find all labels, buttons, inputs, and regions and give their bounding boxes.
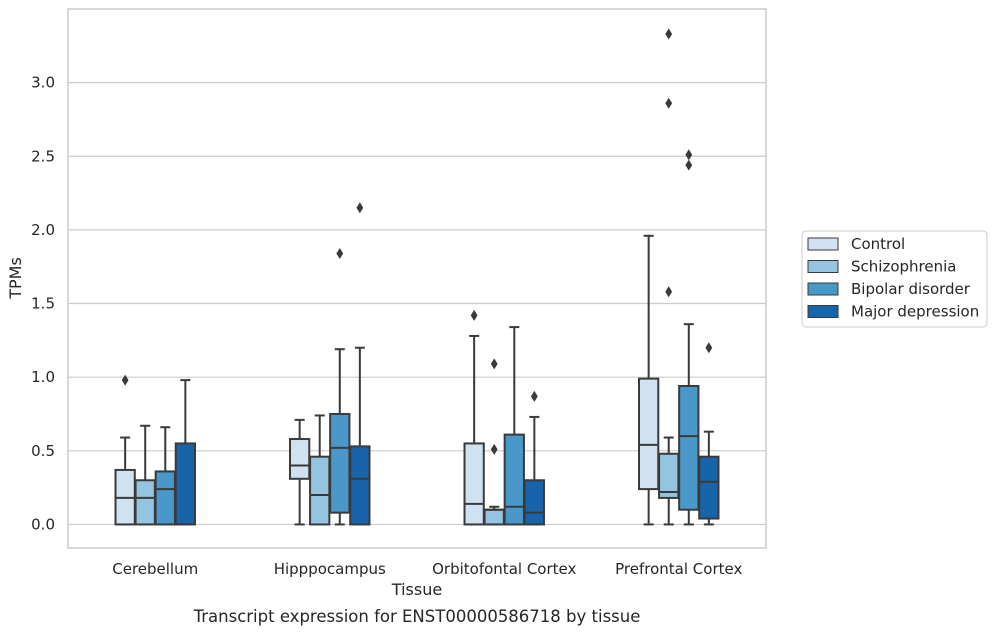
- legend-swatch: [807, 237, 839, 251]
- outlier-point: [530, 390, 538, 402]
- box-iqr: [678, 385, 700, 511]
- box-iqr: [698, 455, 720, 520]
- box-iqr: [309, 455, 331, 526]
- y-tick-label: 0.5: [31, 442, 55, 460]
- x-axis-label: Tissue: [391, 580, 442, 599]
- legend-label: Bipolar disorder: [851, 280, 971, 298]
- box-iqr: [463, 442, 485, 526]
- legend-label: Major depression: [851, 303, 979, 321]
- outlier-point: [356, 202, 364, 214]
- outlier-point: [490, 358, 498, 370]
- outlier-point: [665, 97, 673, 109]
- box-control: [638, 234, 660, 526]
- y-tick-labels: 0.0 0.5 1.0 1.5 2.0 2.5 3.0: [31, 74, 55, 534]
- box-bipolar-disorder: [678, 149, 700, 526]
- box-major-depression: [698, 342, 720, 526]
- y-tick-label: 2.0: [31, 221, 55, 239]
- y-axis-label: TPMs: [6, 257, 25, 300]
- box-iqr: [329, 412, 351, 514]
- y-tick-label: 0.0: [31, 515, 55, 533]
- legend-label: Schizophrenia: [851, 258, 956, 276]
- box-iqr: [134, 479, 156, 526]
- legend-frame: [801, 230, 988, 328]
- outlier-point: [336, 247, 344, 259]
- box-control: [114, 374, 136, 526]
- outlier-point: [665, 286, 673, 298]
- legend-label: Control: [851, 235, 905, 253]
- box-schizophrenia: [658, 28, 680, 526]
- box-iqr: [349, 445, 371, 526]
- x-tick-label: Orbitofontal Cortex: [432, 560, 576, 578]
- box-bipolar-disorder: [503, 326, 525, 526]
- legend-swatch: [807, 260, 839, 273]
- y-tick-label: 1.5: [31, 295, 55, 313]
- box-schizophrenia: [483, 358, 505, 526]
- box-iqr: [523, 479, 545, 526]
- legend: Control Schizophrenia Bipolar disorder Majo…: [801, 230, 988, 328]
- box-iqr: [483, 508, 505, 526]
- box-schizophrenia: [309, 414, 331, 526]
- box-iqr: [154, 470, 176, 526]
- x-tick-label: Hipppocampus: [274, 560, 386, 578]
- box-schizophrenia: [134, 424, 156, 526]
- box-layer: [114, 28, 720, 526]
- plot-frame: [67, 8, 767, 549]
- box-major-depression: [174, 379, 196, 526]
- outlier-point: [705, 342, 713, 354]
- outlier-point: [685, 149, 693, 161]
- legend-items: Control Schizophrenia Bipolar disorder Majo…: [807, 235, 979, 321]
- y-tick-label: 1.0: [31, 368, 55, 386]
- legend-swatch: [807, 305, 839, 318]
- x-tick-labels: Cerebellum Hipppocampus Orbitofontal Corte…: [112, 560, 742, 578]
- chart-caption: Transcript expression for ENST0000058671…: [193, 607, 641, 626]
- box-control: [463, 309, 485, 526]
- box-major-depression: [523, 390, 545, 526]
- box-iqr: [503, 433, 525, 526]
- box-iqr: [174, 442, 196, 526]
- box-iqr: [289, 438, 311, 480]
- outlier-point: [470, 309, 478, 321]
- box-iqr: [638, 377, 660, 491]
- outlier-point: [490, 443, 498, 455]
- y-tick-label: 3.0: [31, 74, 55, 92]
- box-major-depression: [349, 202, 371, 526]
- y-tick-label: 2.5: [31, 147, 55, 165]
- x-tick-label: Cerebellum: [112, 560, 198, 578]
- x-tick-label: Prefrontal Cortex: [615, 560, 742, 578]
- outlier-point: [685, 159, 693, 171]
- legend-swatch: [807, 282, 839, 296]
- outlier-point: [121, 374, 129, 386]
- outlier-point: [665, 28, 673, 40]
